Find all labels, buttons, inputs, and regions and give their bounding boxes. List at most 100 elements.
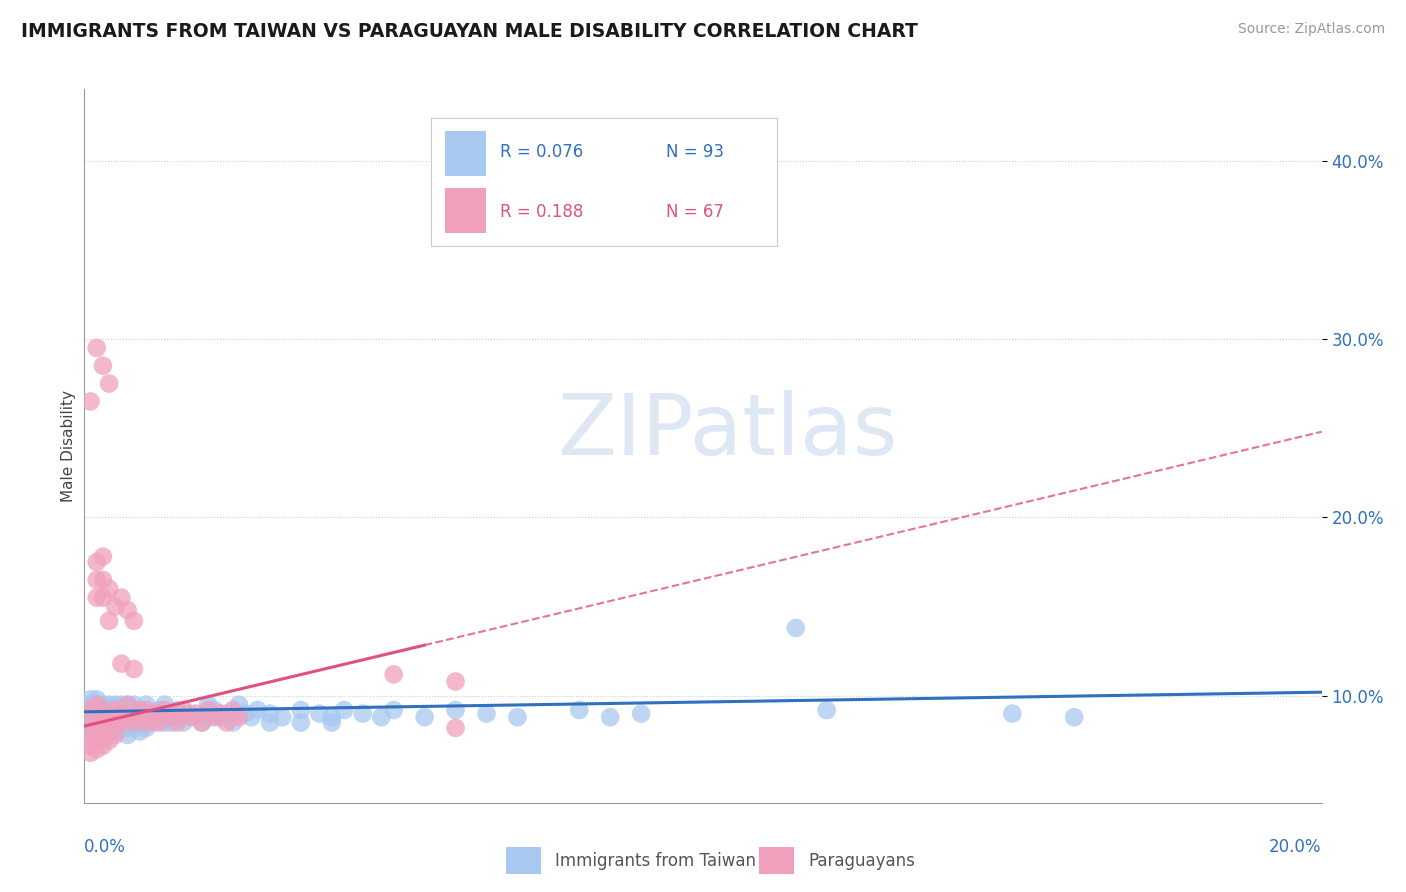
Point (79, 746, 101, 760)
Point (506, 710, 529, 724)
Point (91, 728, 114, 742)
Point (166, 710, 188, 724)
Point (122, 614, 145, 628)
Point (370, 710, 392, 724)
Point (1001, 706, 1024, 721)
Point (122, 721, 145, 735)
Point (86, 715, 108, 730)
Point (290, 703, 312, 717)
Point (413, 710, 436, 724)
Point (86, 591, 108, 605)
Point (271, 710, 294, 724)
Point (215, 715, 238, 730)
Point (91, 733, 114, 747)
Point (110, 657, 132, 671)
Point (135, 715, 157, 730)
Point (228, 710, 250, 724)
Point (98, 710, 121, 724)
Point (117, 603, 139, 617)
Point (228, 698, 250, 712)
Point (141, 710, 163, 724)
Point (110, 706, 132, 721)
Point (117, 710, 139, 724)
Point (98, 614, 121, 628)
Point (333, 703, 356, 717)
Point (98, 706, 121, 721)
Point (86, 706, 108, 721)
Point (86, 733, 108, 747)
Point (86, 742, 108, 756)
Point (568, 703, 591, 717)
Text: Immigrants from Taiwan: Immigrants from Taiwan (555, 852, 756, 870)
Point (321, 715, 343, 730)
Text: 20.0%: 20.0% (1270, 838, 1322, 856)
Point (172, 703, 194, 717)
Point (160, 706, 183, 721)
Point (79, 710, 101, 724)
Point (110, 715, 132, 730)
Text: 0.0%: 0.0% (84, 838, 127, 856)
Point (79, 728, 101, 742)
Point (79, 739, 101, 753)
Point (233, 706, 256, 721)
Point (352, 706, 374, 721)
Point (215, 706, 238, 721)
Point (86, 341, 108, 355)
Point (202, 703, 225, 717)
Point (122, 710, 145, 724)
Point (129, 706, 152, 721)
Point (79, 698, 101, 712)
Point (79, 692, 101, 706)
Point (122, 698, 145, 712)
Bar (506, 847, 541, 874)
Point (321, 710, 343, 724)
Point (148, 703, 170, 717)
Point (191, 715, 214, 730)
Point (91, 698, 114, 712)
Point (110, 715, 132, 730)
Point (122, 703, 145, 717)
Point (91, 710, 114, 724)
Point (172, 715, 194, 730)
Point (209, 706, 232, 721)
Point (117, 728, 139, 742)
Point (599, 710, 621, 724)
Point (104, 698, 127, 712)
Point (209, 710, 232, 724)
Point (122, 715, 145, 730)
Point (197, 703, 219, 717)
Point (79, 715, 101, 730)
Point (104, 715, 127, 730)
Point (79, 703, 101, 717)
Point (179, 706, 201, 721)
Point (153, 703, 176, 717)
Point (444, 674, 467, 689)
Point (104, 715, 127, 730)
Point (160, 710, 183, 724)
Point (86, 698, 108, 712)
Point (191, 715, 214, 730)
Point (91, 359, 114, 373)
Point (160, 715, 183, 730)
Point (79, 721, 101, 735)
Point (91, 721, 114, 735)
Point (117, 721, 139, 735)
Point (91, 591, 114, 605)
Point (86, 692, 108, 706)
Point (135, 710, 157, 724)
Point (135, 721, 157, 735)
Point (117, 710, 139, 724)
Point (79, 394, 101, 409)
Point (166, 715, 188, 730)
Point (259, 706, 281, 721)
Bar (759, 847, 794, 874)
Point (110, 706, 132, 721)
Point (104, 703, 127, 717)
Point (815, 703, 838, 717)
Point (98, 710, 121, 724)
Point (79, 703, 101, 717)
Point (98, 721, 121, 735)
Point (246, 703, 269, 717)
Point (153, 698, 176, 712)
Point (91, 715, 114, 730)
